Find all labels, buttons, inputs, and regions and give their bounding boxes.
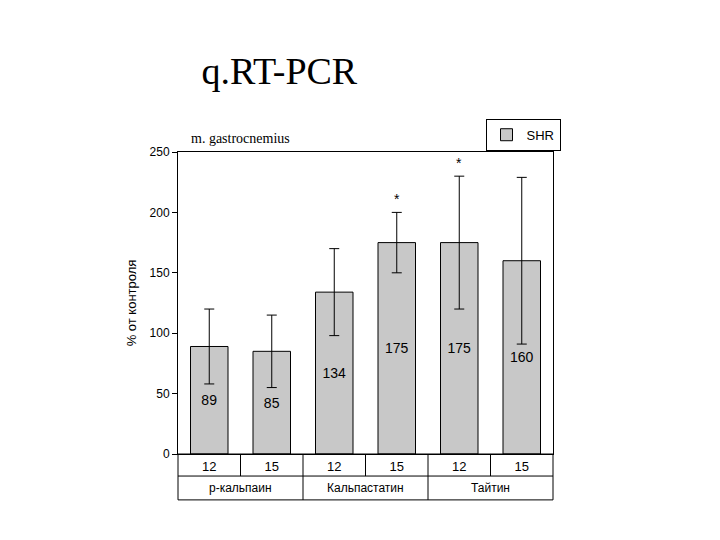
svg-text:250: 250: [150, 145, 170, 159]
svg-text:15: 15: [390, 459, 404, 474]
svg-text:Кальпастатин: Кальпастатин: [327, 481, 404, 495]
svg-text:160: 160: [510, 349, 534, 365]
svg-text:150: 150: [150, 266, 170, 280]
svg-text:15: 15: [515, 459, 529, 474]
svg-text:175: 175: [447, 340, 471, 356]
svg-text:% от контроля: % от контроля: [124, 260, 139, 347]
svg-text:89: 89: [201, 392, 217, 408]
svg-text:р-кальпаин: р-кальпаин: [209, 481, 272, 495]
svg-text:200: 200: [150, 206, 170, 220]
svg-text:12: 12: [452, 459, 466, 474]
svg-text:0: 0: [163, 447, 170, 461]
svg-text:175: 175: [385, 340, 409, 356]
svg-text:m. gastrocnemius: m. gastrocnemius: [191, 131, 290, 146]
svg-text:85: 85: [264, 395, 280, 411]
svg-text:12: 12: [202, 459, 216, 474]
svg-text:*: *: [394, 191, 400, 207]
svg-text:15: 15: [265, 459, 279, 474]
svg-text:*: *: [456, 155, 462, 171]
svg-text:12: 12: [327, 459, 341, 474]
svg-text:SHR: SHR: [527, 128, 554, 143]
svg-text:Тайтин: Тайтин: [471, 481, 510, 495]
svg-text:50: 50: [156, 387, 170, 401]
svg-text:q.RT-PCR: q.RT-PCR: [201, 50, 357, 92]
svg-text:134: 134: [322, 365, 346, 381]
svg-text:100: 100: [150, 326, 170, 340]
